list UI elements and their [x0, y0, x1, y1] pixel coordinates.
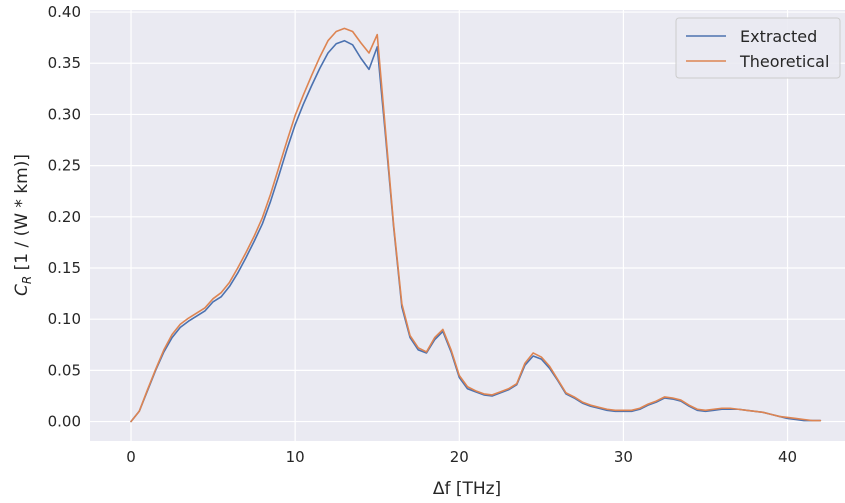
- x-tick-label: 20: [450, 448, 469, 466]
- y-axis-label-main: C: [12, 284, 32, 296]
- y-tick-label: 0.35: [48, 54, 81, 72]
- y-tick-label: 0.15: [48, 259, 81, 277]
- series-line-theoretical: [130, 27, 822, 423]
- series-line-extracted: [130, 39, 822, 423]
- y-tick-labels: 0.00 0.05 0.10 0.15 0.20 0.25 0.30 0.35 0.40: [48, 3, 81, 431]
- y-axis-label-subscript: R: [20, 276, 34, 284]
- y-tick-label: 0.20: [48, 208, 81, 226]
- legend-label-theoretical: Theoretical: [739, 52, 829, 71]
- y-tick-label: 0.25: [48, 157, 81, 175]
- y-tick-label: 0.05: [48, 361, 81, 379]
- y-tick-label: 0.30: [48, 105, 81, 123]
- y-axis-label: CR [1 / (W * km)]: [12, 154, 34, 296]
- x-tick-label: 40: [778, 448, 797, 466]
- x-tick-labels: 0 10 20 30 40: [126, 448, 797, 466]
- y-tick-label: 0.00: [48, 413, 81, 431]
- x-tick-label: 10: [286, 448, 305, 466]
- grid: [90, 10, 845, 441]
- x-axis-label: Δf [THz]: [433, 479, 501, 499]
- legend-label-extracted: Extracted: [740, 27, 817, 46]
- series-layer: [130, 27, 822, 423]
- y-axis-label-rest: [1 / (W * km)]: [12, 154, 32, 276]
- y-tick-label: 0.40: [48, 3, 81, 21]
- x-tick-label: 0: [126, 448, 136, 466]
- y-tick-label: 0.10: [48, 310, 81, 328]
- x-tick-label: 30: [614, 448, 633, 466]
- legend-box: [675, 17, 841, 79]
- legend: Extracted Theoretical: [675, 17, 841, 79]
- plot-background: [90, 10, 845, 441]
